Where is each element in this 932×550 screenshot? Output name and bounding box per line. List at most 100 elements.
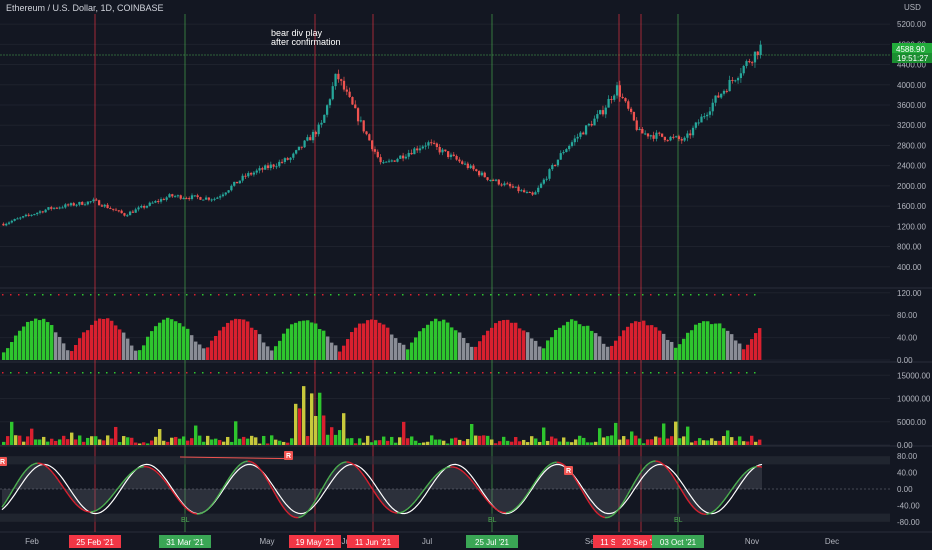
volume-bar: [206, 435, 210, 445]
stoch-k-segment: [85, 510, 89, 513]
signal-dot: [370, 294, 372, 296]
volume-bar: [726, 430, 730, 445]
signal-dot: [122, 294, 124, 296]
volume-bar: [306, 436, 310, 445]
candle-body: [320, 122, 323, 125]
signal-dot: [298, 294, 300, 296]
stoch-k-segment: [69, 497, 74, 502]
stoch-k-segment: [52, 472, 56, 477]
candle-body: [230, 185, 233, 191]
signal-dot: [610, 294, 612, 296]
signal-dot: [730, 294, 732, 296]
event-date-badge: [159, 535, 211, 548]
volume-bar: [622, 436, 626, 445]
stoch-k-segment: [660, 461, 664, 465]
oscillator-bar: [94, 320, 98, 360]
candle-body: [700, 116, 703, 123]
signal-dot: [58, 294, 60, 296]
oscillator-bar: [70, 351, 74, 360]
stoch-k-segment: [59, 482, 64, 488]
last-price: 4588.90: [896, 45, 925, 54]
candle-body: [703, 116, 706, 118]
candle-body: [356, 108, 360, 122]
stoch-k-segment: [725, 492, 730, 498]
stoch-k-segment: [259, 469, 264, 474]
candle-body: [340, 79, 343, 81]
stoch-k-segment: [303, 512, 307, 516]
stoch-k-segment: [320, 485, 325, 491]
stoch-k-segment: [617, 506, 621, 511]
volume-bar: [378, 440, 382, 445]
candle-body: [731, 79, 734, 81]
stoch-k-segment: [330, 469, 335, 475]
bear-marker: [284, 451, 293, 460]
oscillator-bar: [394, 338, 398, 360]
stoch-k-segment: [386, 507, 391, 511]
oscillator-bar: [74, 344, 78, 360]
signal-dot: [354, 294, 356, 296]
stoch-k-segment: [389, 509, 393, 513]
oscillator-bar: [202, 348, 206, 360]
oscillator-bar: [50, 325, 54, 360]
price-tick: 3200.00: [897, 121, 926, 130]
candle-body: [621, 96, 624, 99]
oscillator-bar: [490, 327, 494, 360]
candle-body: [463, 163, 467, 165]
volume-bar: [554, 438, 558, 445]
candle-body: [435, 143, 439, 147]
signal-dot: [138, 372, 140, 374]
oscillator-bar: [606, 346, 610, 360]
signal-dot: [426, 372, 428, 374]
stoch-k-segment: [614, 509, 619, 514]
volume-bar: [678, 438, 682, 445]
stoch-k-segment: [602, 516, 606, 519]
candle-body: [601, 110, 605, 115]
signal-dot: [18, 294, 20, 296]
volume-bar: [478, 435, 482, 445]
signal-dot: [10, 294, 12, 296]
volume-bar: [342, 413, 346, 445]
stoch-k-segment: [609, 514, 613, 518]
volume-bar: [150, 440, 154, 445]
signal-dot: [306, 294, 308, 296]
candle-body: [728, 79, 731, 92]
candle-body: [751, 62, 754, 64]
signal-dot: [714, 294, 716, 296]
candle-body: [314, 131, 317, 135]
candle-body: [441, 149, 444, 153]
signal-dot: [18, 372, 20, 374]
candle-body: [672, 136, 675, 138]
candle-body: [249, 173, 253, 175]
signal-dot: [266, 294, 268, 296]
oscillator-bar: [658, 330, 662, 360]
stoch-k-segment: [310, 503, 315, 508]
stoch-k-segment: [406, 506, 411, 510]
signal-dot: [394, 294, 396, 296]
signal-dot: [378, 294, 380, 296]
stoch-k-segment: [561, 463, 565, 466]
oscillator-bar: [466, 343, 470, 360]
candle-body: [745, 61, 748, 66]
volume-bar: [30, 428, 34, 445]
stoch-k-segment: [176, 496, 180, 502]
candle-body: [126, 215, 129, 217]
volume-bar: [374, 440, 378, 445]
volume-bar: [506, 440, 510, 445]
oscillator-bar: [118, 329, 122, 360]
stoch-k-segment: [290, 514, 294, 518]
oscillator-bar: [210, 340, 214, 360]
stoch-k-segment: [404, 508, 408, 512]
candle-body: [103, 204, 106, 207]
candle-body: [649, 135, 652, 137]
volume-bar: [598, 428, 602, 445]
event-date-label: 25 Jul '21: [475, 538, 510, 547]
candle-body: [734, 80, 737, 82]
stoch-k-segment: [629, 485, 634, 491]
signal-dot: [258, 372, 260, 374]
signal-dot: [530, 372, 532, 374]
candle-body: [30, 214, 33, 216]
candle-body: [506, 183, 509, 185]
stoch-k-segment: [146, 466, 150, 468]
oscillator-bar: [90, 324, 94, 360]
